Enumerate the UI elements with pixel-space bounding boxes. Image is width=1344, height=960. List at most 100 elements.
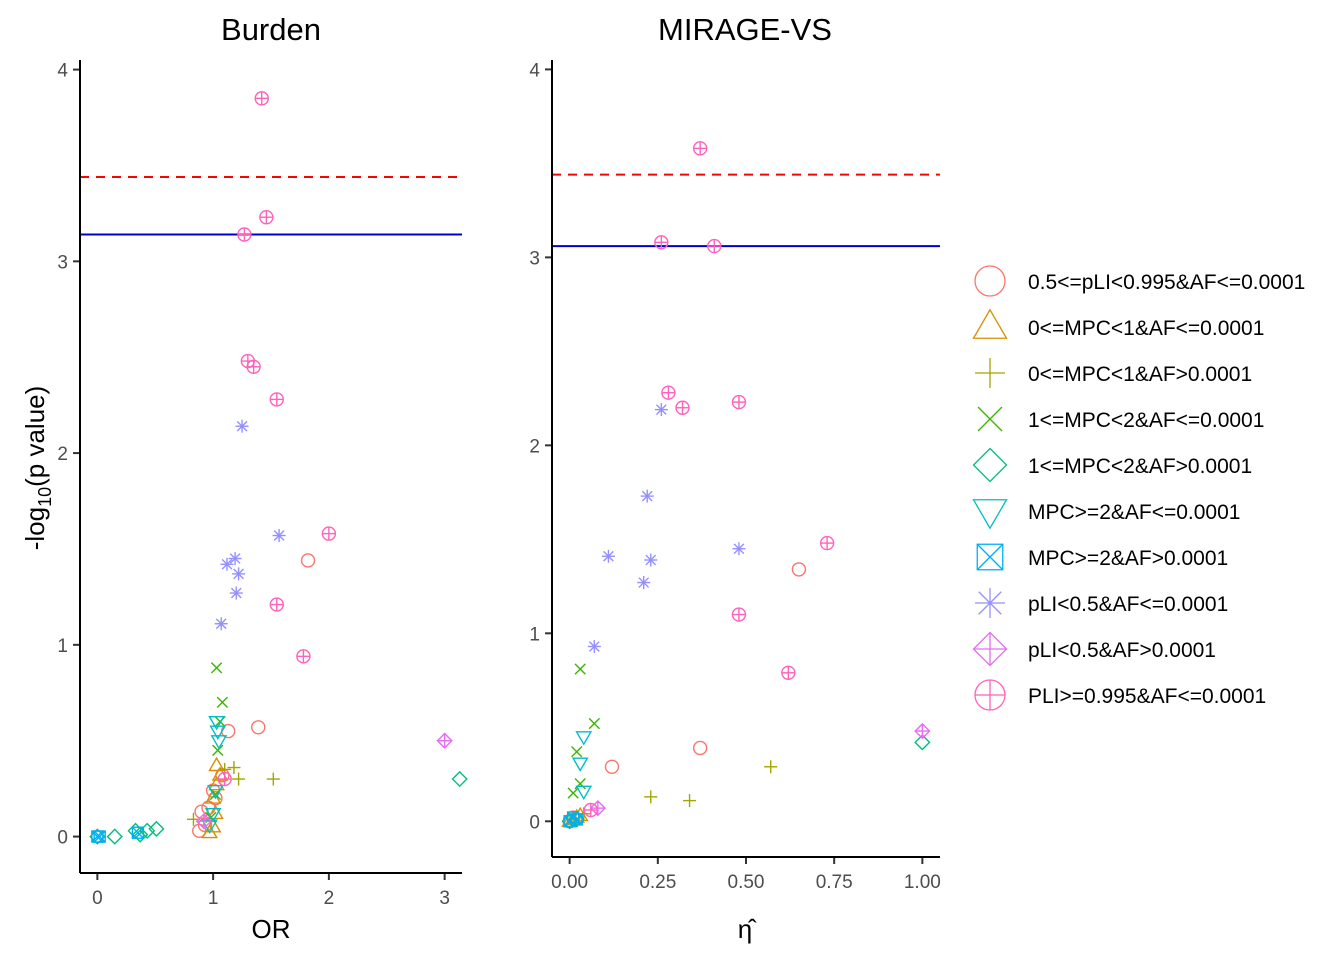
data-point [254, 91, 269, 106]
data-point [106, 828, 123, 845]
data-point [914, 722, 931, 740]
data-point [575, 731, 593, 746]
data-point [228, 552, 242, 566]
y-tick-label: 0 [529, 812, 540, 833]
legend-label: pLI<0.5&AF>0.0001 [1028, 639, 1216, 662]
panel-title: Burden [221, 12, 321, 47]
reference-lines [80, 175, 462, 236]
data-point [207, 784, 224, 800]
data-point [644, 553, 658, 567]
data-point [574, 663, 586, 675]
data-point [732, 542, 746, 556]
data-point [204, 807, 222, 823]
data-point [604, 759, 620, 774]
data-point [567, 787, 579, 799]
data-point [791, 562, 807, 577]
x-axis-ticks: 0.00 0.25 0.50 0.75 1.00 [551, 857, 941, 893]
data-point [212, 744, 224, 756]
y-tick-label: 0 [57, 828, 68, 849]
data-point [731, 607, 747, 622]
x-tick-label: 0.00 [551, 872, 588, 893]
data-point [269, 597, 284, 612]
y-axis-ticks: 0 1 2 3 4 [57, 61, 80, 849]
x-axis-ticks: 0 1 2 3 [92, 873, 450, 909]
data-point [214, 617, 228, 631]
legend-item: 1<=MPC<2&AF>0.0001 [972, 447, 1252, 483]
y-tick-label: 4 [57, 61, 68, 82]
x-tick-label: 1.00 [904, 872, 941, 893]
legend-label: 0.5<=pLI<0.995&AF<=0.0001 [1028, 271, 1305, 294]
data-point [232, 772, 246, 786]
legend-item: PLI>=0.995&AF<=0.0001 [974, 679, 1266, 711]
data-point [148, 820, 165, 838]
data-point [229, 586, 243, 600]
y-axis-ticks: 0 1 2 3 4 [529, 60, 552, 833]
legend-label: 1<=MPC<2&AF>0.0001 [1028, 455, 1252, 478]
data-point [587, 639, 601, 653]
legend-item: 1<=MPC<2&AF<=0.0001 [977, 406, 1264, 432]
legend-key-icon [974, 265, 1006, 297]
data-point [692, 141, 708, 156]
data-point [819, 535, 835, 551]
data-point [240, 353, 256, 369]
legend-key-icon [974, 679, 1006, 711]
data-point [272, 529, 286, 543]
y-tick-label: 4 [529, 60, 540, 81]
legend-item: 0<=MPC<1&AF>0.0001 [975, 358, 1252, 388]
data-point [589, 799, 606, 817]
data-point [217, 771, 232, 787]
legend-key-icon [972, 499, 1008, 530]
legend-label: pLI<0.5&AF<=0.0001 [1028, 593, 1228, 616]
data-point [132, 826, 149, 843]
data-point [707, 238, 722, 254]
data-point [692, 740, 708, 756]
panel-burden: Burden 0 1 2 3 0 1 2 3 4 OR -log10(p value) [20, 12, 468, 944]
legend-item: MPC>=2&AF<=0.0001 [972, 499, 1240, 530]
data-points [561, 141, 931, 830]
data-points [89, 91, 468, 845]
y-tick-label: 2 [57, 444, 68, 465]
data-point [575, 785, 593, 801]
data-point [93, 830, 106, 843]
legend-label: PLI>=0.995&AF<=0.0001 [1028, 685, 1266, 708]
data-point [207, 804, 224, 820]
y-tick-label: 1 [529, 624, 540, 645]
data-point [570, 746, 583, 758]
data-point [781, 665, 796, 680]
data-point [269, 392, 284, 407]
y-axis-title: -log10(p value) [20, 386, 55, 551]
data-point [637, 576, 651, 590]
legend-item: 0.5<=pLI<0.995&AF<=0.0001 [974, 265, 1305, 297]
legend-item: pLI<0.5&AF<=0.0001 [975, 588, 1228, 618]
data-point [195, 813, 213, 830]
legend: 0.5<=pLI<0.995&AF<=0.0001 0<=MPC<1&AF<=0.… [972, 265, 1305, 711]
data-point [321, 526, 337, 541]
legend-label: 1<=MPC<2&AF<=0.0001 [1028, 409, 1264, 432]
data-point [197, 817, 213, 833]
reference-lines [552, 173, 940, 248]
data-point [570, 813, 583, 826]
data-point [204, 818, 222, 833]
data-point [237, 227, 252, 242]
data-point [914, 734, 931, 751]
y-tick-label: 1 [57, 636, 68, 657]
data-point [211, 766, 229, 781]
data-point [731, 394, 747, 410]
data-point [220, 557, 234, 571]
x-tick-label: 2 [324, 888, 335, 909]
x-tick-label: 0.75 [816, 872, 853, 893]
data-point [436, 732, 453, 749]
y-tick-label: 3 [57, 252, 68, 273]
legend-key-icon [972, 631, 1008, 667]
x-tick-label: 0 [92, 888, 103, 909]
data-point [583, 802, 598, 818]
data-point [300, 553, 316, 568]
y-tick-label: 3 [529, 248, 540, 269]
data-point [644, 790, 658, 804]
legend-key-icon [977, 406, 1003, 432]
legend-label: MPC>=2&AF<=0.0001 [1028, 501, 1240, 524]
legend-key-icon [972, 308, 1008, 339]
data-point [251, 720, 266, 735]
